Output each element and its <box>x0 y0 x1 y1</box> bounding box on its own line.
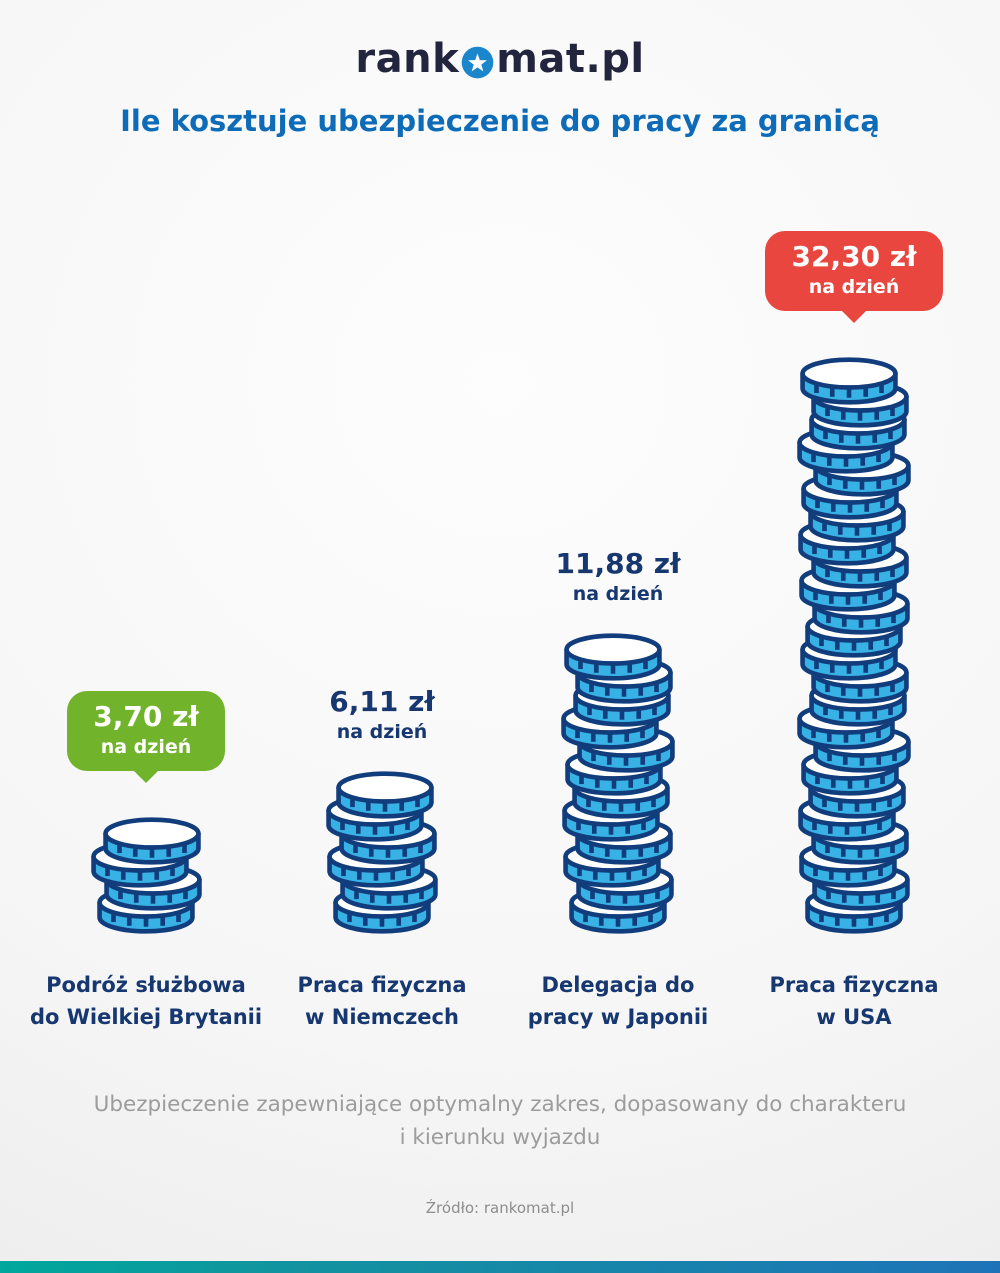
category-label-line: Praca fizyczna <box>769 973 939 997</box>
category-label: Praca fizyczna w USA <box>769 970 938 1036</box>
value-badge: 3,70 zł na dzień <box>67 690 225 783</box>
logo-text-pre: rank <box>355 36 460 82</box>
category-label-line: do Wielkiej Brytanii <box>29 1004 263 1029</box>
logo: rank mat.pl <box>0 0 1000 82</box>
category-label-line: Podróż służbowa <box>46 973 246 997</box>
coin-icon <box>793 355 905 407</box>
source-text: Źródło: rankomat.pl <box>425 1198 575 1217</box>
category-label: Praca fizyczna w Niemczech <box>297 970 466 1036</box>
category-label-line: Praca fizyczna <box>297 973 467 997</box>
category-label-line: w USA <box>816 1004 892 1029</box>
logo-text-post: mat.pl <box>496 36 645 82</box>
per-day-text: na dzień <box>336 721 428 743</box>
coin-icon <box>557 631 669 683</box>
price-text: 6,11 zł <box>329 684 435 718</box>
badge-tail <box>133 770 159 783</box>
category-label-line: Delegacja do <box>541 973 695 997</box>
page-title: Ile kosztuje ubezpieczenie do pracy za g… <box>120 104 880 138</box>
category-label-line: w Niemczech <box>305 1004 459 1029</box>
chart-column: 11,88 zł na dzień Delegacja do pracy w Japo… <box>500 546 736 1036</box>
coin-stack <box>316 769 448 936</box>
description: Ubezpieczenie zapewniające optymalny zak… <box>0 1088 1000 1155</box>
category-label: Podróż służbowa do Wielkiej Brytanii <box>30 970 262 1036</box>
logo-star-icon <box>461 46 494 79</box>
coin-stack <box>788 355 920 936</box>
per-day-text: na dzień <box>808 276 900 298</box>
coin-stack <box>552 631 684 936</box>
per-day-text: na dzień <box>100 736 192 758</box>
chart: 3,70 zł na dzień Podróż służbowa do Wielkie… <box>0 224 1000 1036</box>
chart-column: 6,11 zł na dzień Praca fizyczna w Niemczech <box>264 684 500 1036</box>
coin-stack <box>80 815 212 936</box>
value-label: 11,88 zł na dzień <box>555 546 681 605</box>
per-day-text: na dzień <box>572 583 664 605</box>
chart-column: 32,30 zł na dzień Praca fizyczna w USA <box>736 230 972 1036</box>
price-text: 3,70 zł <box>93 699 199 733</box>
category-label: Delegacja do pracy w Japonii <box>528 970 709 1036</box>
description-line: Ubezpieczenie zapewniające optymalny zak… <box>93 1092 907 1117</box>
category-label-line: pracy w Japonii <box>527 1004 709 1029</box>
coin-icon <box>329 769 441 821</box>
price-text: 11,88 zł <box>555 546 681 580</box>
chart-column: 3,70 zł na dzień Podróż służbowa do Wielkie… <box>28 690 264 1036</box>
badge-tail <box>840 310 867 323</box>
value-label: 6,11 zł na dzień <box>329 684 435 743</box>
price-text: 32,30 zł <box>791 239 917 273</box>
description-line: i kierunku wyjazdu <box>399 1125 601 1151</box>
footer-gradient-bar <box>0 1261 1000 1273</box>
coin-icon <box>96 815 208 867</box>
value-badge: 32,30 zł na dzień <box>765 230 943 323</box>
